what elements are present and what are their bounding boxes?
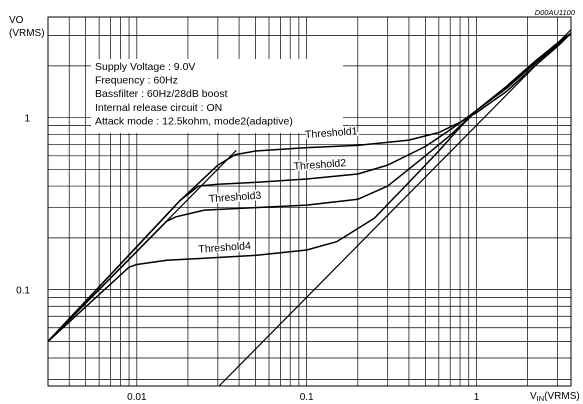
curve-label-threshold3: Threshold3 (208, 190, 261, 206)
curve-label-threshold2: Threshold2 (293, 157, 346, 173)
x-tick-label: 0.1 (300, 392, 314, 403)
y-axis-title-line2: (VRMS) (9, 28, 45, 39)
x-tick-label: 0.01 (127, 392, 147, 403)
y-axis-title-line1: VO (9, 15, 24, 26)
curve-label-threshold4: Threshold4 (198, 240, 251, 256)
y-tick-label: 1 (24, 114, 30, 125)
series-line-threshold2 (47, 32, 572, 342)
conditions-box (91, 59, 343, 133)
series-lines (47, 32, 572, 342)
condition-line: Bassfilter : 60Hz/28dB boost (95, 88, 228, 100)
condition-line: Frequency : 60Hz (95, 75, 178, 87)
reference-line (218, 29, 572, 387)
condition-line: Attack mode : 12.5kohm, mode2(adaptive) (95, 115, 293, 127)
tick-labels: 0.01 0.1 1 0.1 1 (16, 114, 480, 403)
y-tick-label: 0.1 (16, 286, 30, 297)
curve-labels: Threshold1 Threshold2 Threshold3 Threshold4 (197, 124, 360, 257)
x-axis-title: VIN(VRMS) (530, 391, 580, 403)
y-axis-title: VO (VRMS) (9, 15, 45, 39)
series-line-threshold1 (47, 32, 572, 342)
condition-line: Supply Voltage : 9.0V (95, 61, 195, 73)
curve-label-threshold1: Threshold1 (305, 125, 358, 141)
document-id-label: D00AU1100 (535, 8, 576, 17)
conditions-text: Supply Voltage : 9.0V Frequency : 60HzBas… (95, 61, 293, 127)
x-tick-label: 1 (474, 392, 480, 403)
series-line-threshold4 (47, 32, 572, 342)
condition-line: Internal release circuit : ON (95, 102, 222, 114)
